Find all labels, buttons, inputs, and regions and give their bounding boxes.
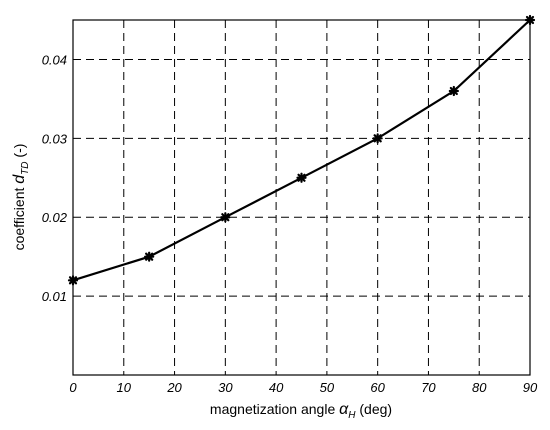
x-tick-label: 30	[218, 380, 233, 395]
x-axis-label: magnetization angle αH (deg)	[210, 401, 392, 421]
x-tick-label: 70	[421, 380, 436, 395]
x-tick-label: 40	[269, 380, 284, 395]
x-tick-labels: 0 10 20 30 40 50 60 70 80 90	[69, 380, 538, 395]
x-tick-label: 90	[523, 380, 538, 395]
y-axis-label: coefficient dTD (-)	[11, 144, 31, 251]
x-tick-label: 50	[320, 380, 335, 395]
x-tick-label: 20	[166, 380, 182, 395]
grid-lines	[73, 20, 530, 375]
y-tick-label: 0.02	[42, 210, 68, 225]
data-point	[448, 85, 459, 97]
data-point	[67, 275, 79, 286]
x-tick-label: 80	[472, 380, 487, 395]
data-markers	[67, 14, 536, 286]
data-point	[220, 212, 231, 223]
data-point	[296, 172, 307, 183]
x-tick-label: 0	[69, 380, 77, 395]
y-tick-label: 0.03	[42, 131, 68, 146]
y-tick-label: 0.04	[42, 52, 67, 67]
y-tick-label: 0.01	[42, 289, 67, 304]
plot-frame	[72, 19, 531, 376]
data-point	[372, 133, 383, 144]
y-tick-labels: 0.01 0.02 0.03 0.04	[42, 52, 68, 304]
data-point	[144, 251, 155, 262]
x-tick-label: 60	[370, 380, 385, 395]
data-point	[524, 14, 536, 26]
x-tick-label: 10	[117, 380, 132, 395]
